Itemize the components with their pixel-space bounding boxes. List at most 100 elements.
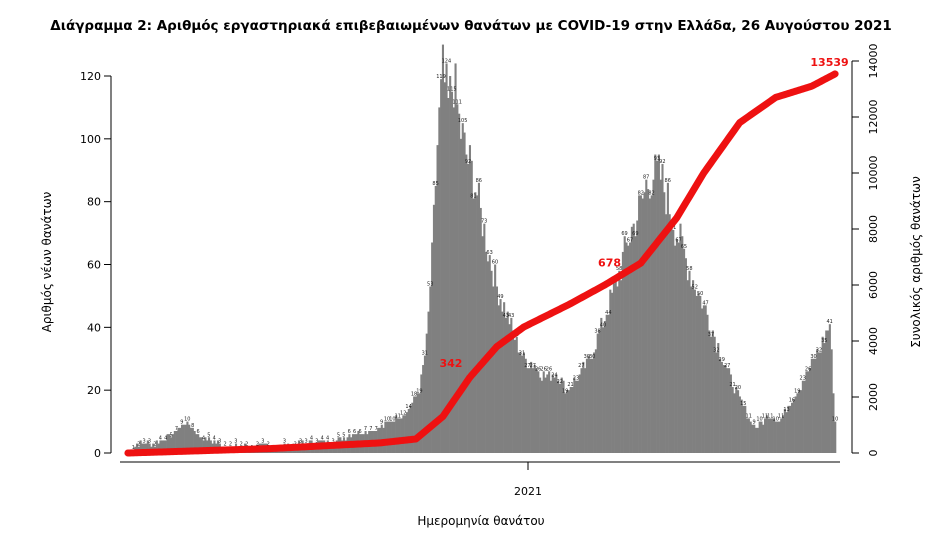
daily-bar-label: 9: [753, 420, 756, 426]
daily-bar: [193, 431, 196, 453]
x-tick-label-2021: 2021: [514, 485, 542, 498]
daily-bar: [762, 424, 765, 453]
daily-bar: [148, 443, 151, 453]
daily-bar-label: 29: [719, 357, 725, 363]
bars-group: [128, 44, 837, 454]
daily-bar-label: 92: [465, 159, 471, 165]
daily-bar-label: 11: [762, 413, 768, 419]
y-tick-label-right: 10000: [867, 156, 880, 191]
daily-bar-label: 105: [458, 118, 468, 124]
daily-bar-label: 26: [535, 366, 541, 372]
daily-bar-label: 3: [218, 439, 221, 445]
daily-bar: [407, 409, 410, 453]
daily-bar-label: 49: [497, 294, 503, 300]
daily-bar-label: 5: [207, 432, 210, 438]
daily-bar: [171, 434, 175, 453]
daily-bar-label: 3: [331, 439, 334, 445]
daily-bar: [506, 311, 509, 453]
daily-bar-label: 37: [708, 332, 714, 338]
daily-bar-label: 19: [794, 388, 800, 394]
daily-bar: [578, 374, 581, 453]
daily-bar-label: 9: [180, 420, 183, 426]
daily-bar-label: 87: [643, 175, 649, 181]
daily-bar: [180, 424, 184, 453]
daily-bar: [524, 358, 527, 453]
daily-bar: [386, 421, 389, 453]
daily-bar-label: 19: [562, 388, 568, 394]
daily-bar: [596, 333, 599, 453]
y-tick-label-right: 0: [867, 450, 880, 457]
daily-bar: [805, 371, 808, 453]
daily-bar: [614, 280, 617, 453]
daily-bar: [830, 349, 833, 453]
daily-bar: [515, 336, 518, 453]
daily-bar: [431, 242, 434, 453]
daily-bar-label: 27: [530, 363, 536, 369]
daily-bar: [666, 182, 669, 454]
daily-bar-label: 30: [810, 354, 816, 360]
daily-bar: [391, 421, 394, 453]
daily-bar: [459, 138, 463, 454]
daily-bar: [771, 418, 774, 453]
daily-bar: [722, 365, 725, 453]
daily-bar: [641, 198, 644, 453]
y-tick-label-left: 0: [94, 447, 101, 460]
annotations-group: 342 678 13539: [440, 56, 849, 370]
daily-bar-label: 35: [821, 338, 827, 344]
daily-bar: [792, 399, 795, 453]
daily-bar: [414, 396, 418, 453]
y-tick-label-right: 12000: [867, 100, 880, 135]
daily-bar: [704, 305, 707, 453]
daily-bar-label: 4: [159, 435, 162, 441]
daily-bar: [812, 358, 815, 453]
daily-bar: [468, 145, 472, 453]
daily-bar: [674, 245, 677, 453]
daily-bar: [522, 352, 525, 453]
daily-bar: [814, 358, 817, 453]
daily-bar: [832, 393, 835, 453]
daily-bar: [791, 402, 794, 453]
daily-bar: [675, 239, 678, 453]
daily-bar-label: 14: [405, 404, 411, 410]
daily-bar: [656, 160, 659, 453]
daily-bar: [764, 418, 767, 453]
daily-bar: [175, 431, 178, 453]
daily-bar: [389, 421, 392, 453]
daily-bar: [776, 421, 779, 453]
daily-bar-label: 27: [578, 363, 584, 369]
daily-bar-label: 7: [175, 426, 178, 432]
daily-bar-label: 4: [326, 435, 329, 441]
daily-bar: [652, 179, 655, 454]
daily-bar: [416, 393, 419, 453]
daily-bar: [686, 280, 689, 453]
daily-bar: [479, 207, 482, 453]
daily-bar: [731, 387, 734, 453]
daily-bar: [695, 295, 698, 453]
daily-bar: [744, 405, 747, 453]
daily-bar: [693, 289, 696, 453]
daily-bar-label: 5: [342, 432, 345, 438]
daily-bar: [474, 192, 477, 453]
daily-bar: [735, 387, 738, 453]
daily-bar: [629, 242, 632, 453]
daily-bar-label: 47: [702, 300, 708, 306]
daily-bar: [159, 440, 162, 453]
daily-bar-label: 60: [492, 260, 498, 266]
daily-bar-label: 9: [380, 420, 383, 426]
daily-bar: [760, 421, 763, 453]
daily-bar: [738, 396, 741, 453]
daily-bar: [733, 393, 736, 453]
daily-bar: [609, 289, 612, 453]
daily-bar: [800, 390, 803, 453]
chart-title: Διάγραμμα 2: Αριθμός εργαστηριακά επιβεβ…: [50, 18, 891, 34]
daily-bar: [787, 405, 790, 453]
daily-bar-label: 7: [375, 426, 378, 432]
cumulative-annotation: 342: [440, 357, 463, 370]
daily-bar-label: 27: [724, 363, 730, 369]
daily-bar: [774, 421, 777, 453]
daily-bar: [189, 427, 193, 453]
daily-bar-label: 10: [773, 417, 779, 423]
daily-bar: [594, 349, 597, 453]
y-tick-label-right: 8000: [867, 215, 880, 243]
